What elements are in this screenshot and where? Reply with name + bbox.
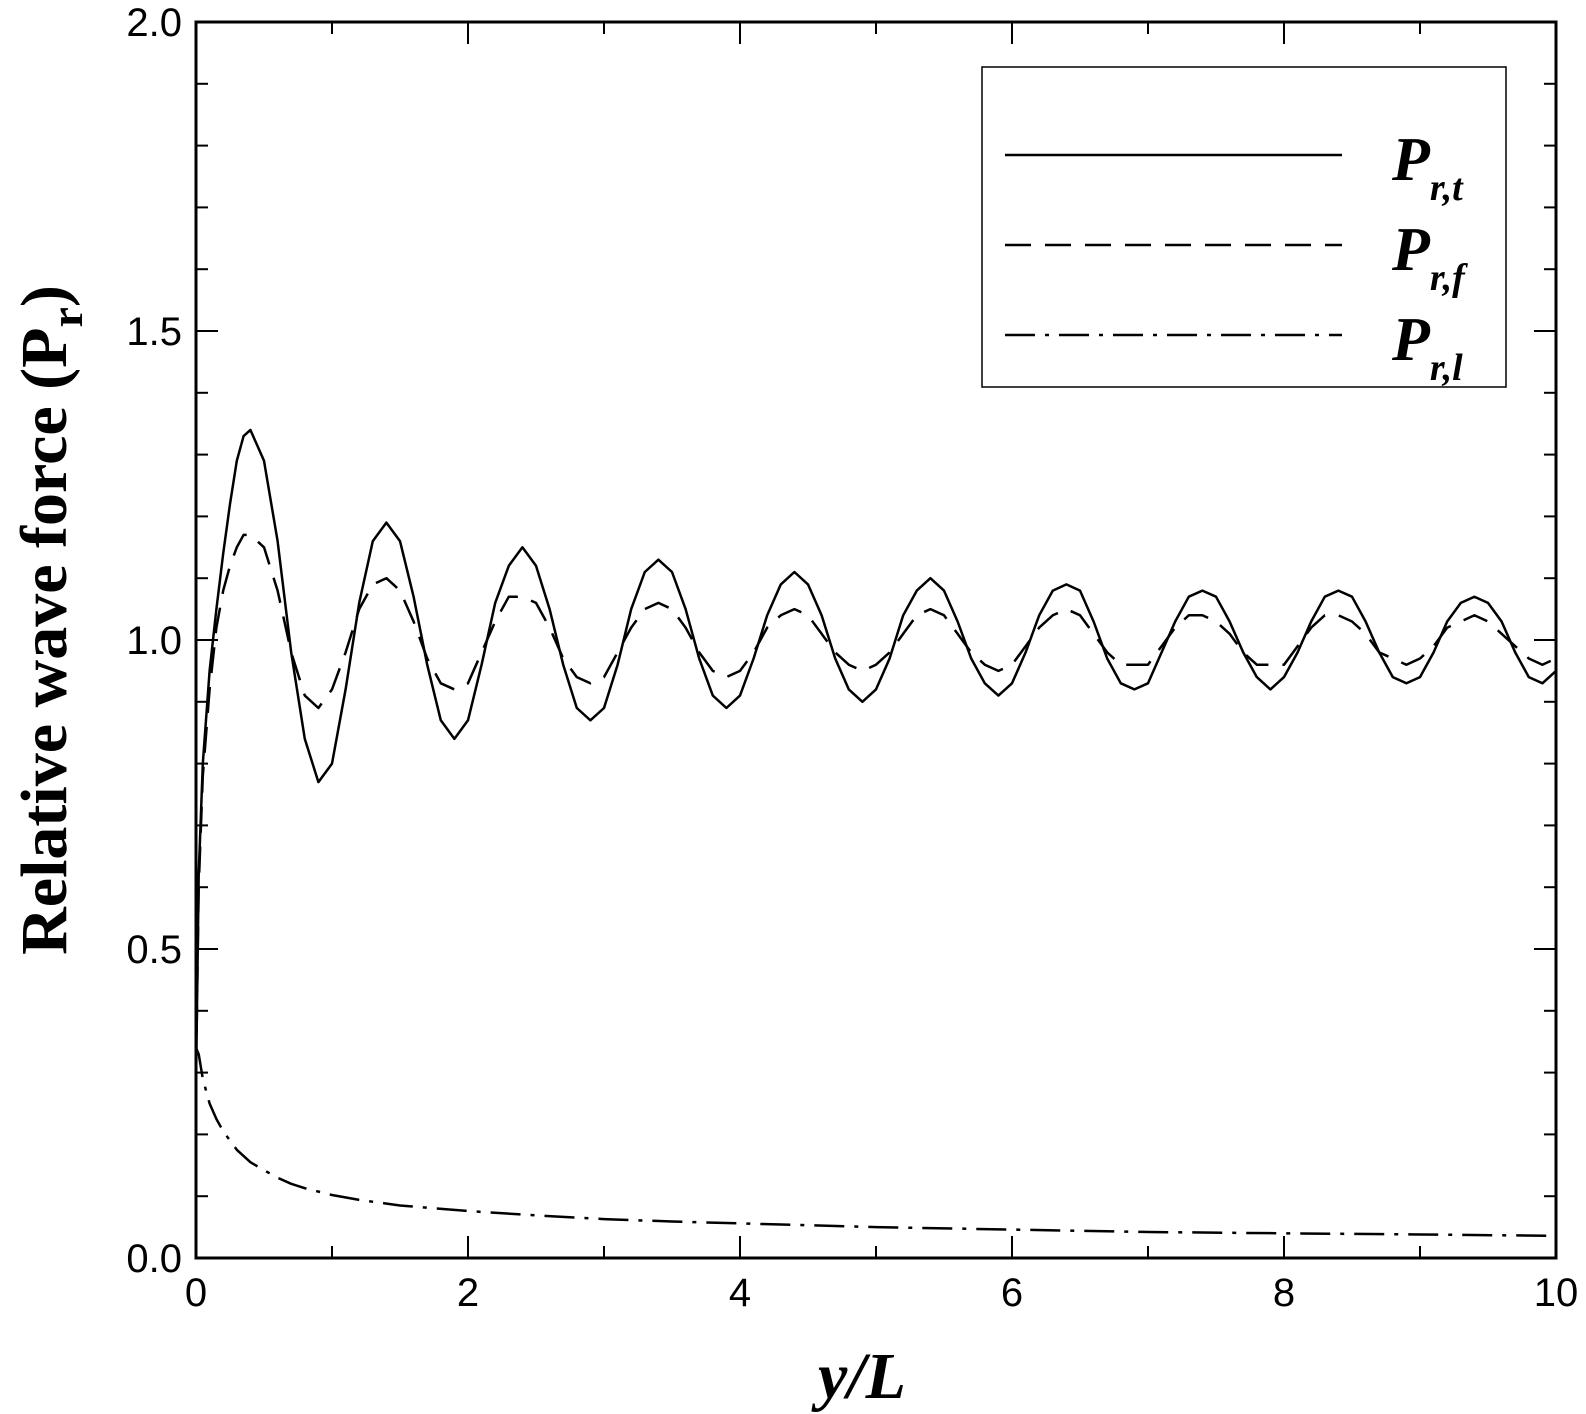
- legend-box: [981, 66, 1507, 388]
- y-tick-label: 0.0: [126, 1237, 182, 1281]
- x-tick-label: 2: [457, 1271, 479, 1315]
- legend-label-local: Pr,l: [1391, 306, 1463, 389]
- x-tick-label: 0: [185, 1271, 207, 1315]
- series-line-solid: [194, 428, 1557, 1086]
- x-tick-label: 4: [729, 1271, 751, 1315]
- x-tick-label: 8: [1273, 1271, 1295, 1315]
- y-tick-label: 0.5: [126, 928, 182, 972]
- y-tick-label: 1.0: [126, 619, 182, 663]
- plot-frame: [194, 20, 1558, 1260]
- y-axis-title: Relative wave force (Pr): [8, 285, 92, 955]
- series-line-dashed: [194, 533, 1557, 1073]
- legend-label-total: Pr,t: [1391, 126, 1464, 209]
- tick-labels: 0 2 4 6 8 10 0.0 0.5 1.0 1.5 2.0: [126, 1, 1578, 1315]
- x-axis-title: y/L: [811, 1340, 906, 1413]
- y-tick-label: 2.0: [126, 1, 182, 45]
- legend: Pr,t Pr,f Pr,l: [981, 66, 1507, 389]
- series-layer: [194, 428, 1557, 1238]
- legend-label-froude: Pr,f: [1391, 216, 1468, 299]
- y-tick-label: 1.5: [126, 310, 182, 354]
- x-tick-label: 10: [1534, 1271, 1579, 1315]
- series-line-dashdot: [194, 1047, 1557, 1238]
- x-tick-label: 6: [1001, 1271, 1023, 1315]
